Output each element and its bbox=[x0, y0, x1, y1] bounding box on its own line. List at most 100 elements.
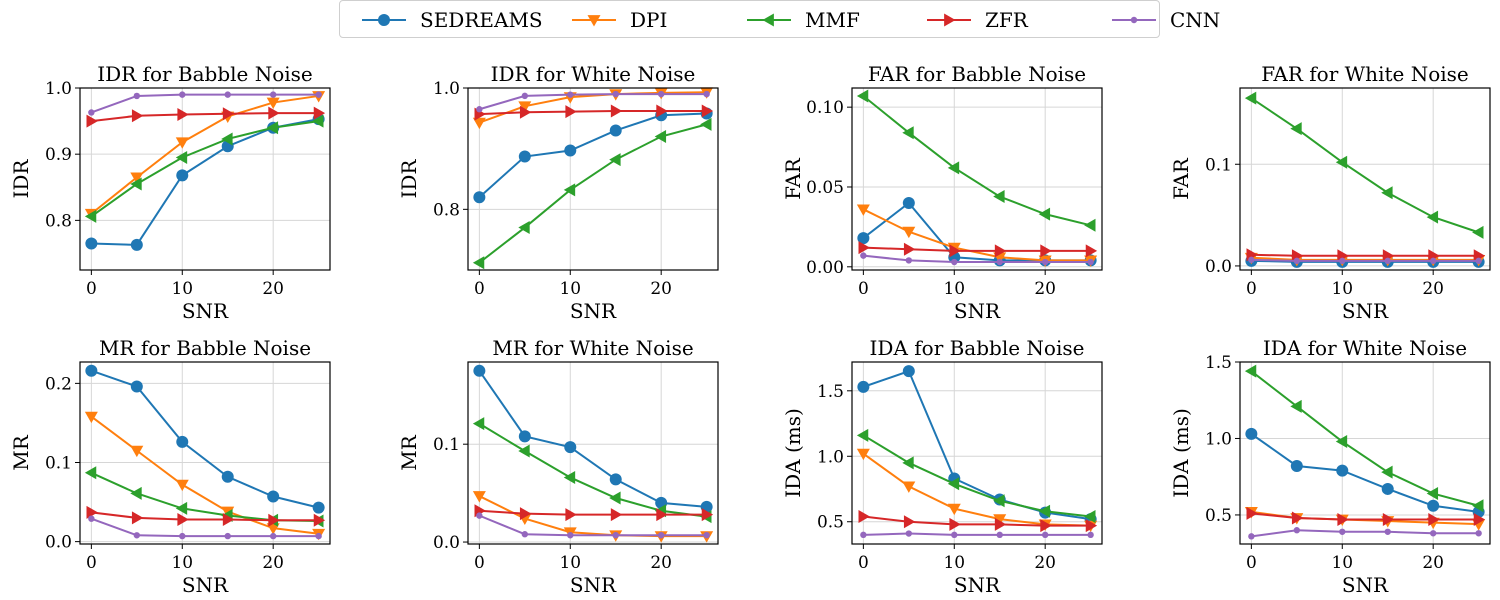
series-line bbox=[91, 511, 319, 522]
series-line bbox=[478, 123, 707, 264]
x-tick-label: 20 bbox=[1034, 279, 1056, 299]
data-point bbox=[1244, 91, 1257, 105]
data-point bbox=[1429, 530, 1437, 537]
y-tick-label: 0.9 bbox=[45, 145, 72, 165]
data-point bbox=[472, 117, 486, 130]
subplot-title: FAR for Babble Noise bbox=[868, 62, 1086, 86]
legend-marker bbox=[587, 15, 601, 27]
data-point bbox=[86, 505, 98, 519]
legend-marker bbox=[944, 13, 956, 27]
data-point bbox=[1335, 155, 1348, 169]
x-tick-label: 10 bbox=[559, 553, 581, 573]
data-point bbox=[1084, 218, 1096, 232]
data-point bbox=[519, 507, 532, 521]
y-tick-label: 0.5 bbox=[817, 513, 844, 533]
series-line bbox=[862, 452, 1091, 527]
data-point bbox=[1475, 530, 1482, 537]
data-point bbox=[1084, 510, 1096, 524]
legend: SEDREAMS DPI MMF ZFR CNN bbox=[339, 0, 1220, 39]
data-point bbox=[1244, 364, 1257, 378]
x-tick-label: 10 bbox=[1331, 553, 1353, 573]
data-point bbox=[269, 91, 277, 98]
y-axis-label: IDA (ms) bbox=[781, 408, 805, 498]
data-point bbox=[88, 515, 95, 522]
series-line bbox=[1251, 512, 1479, 521]
axes-frame bbox=[1239, 87, 1491, 271]
data-point bbox=[518, 444, 530, 458]
data-point bbox=[1472, 499, 1484, 513]
data-point bbox=[947, 477, 960, 491]
data-point bbox=[993, 514, 1007, 526]
y-tick-label: 1.0 bbox=[817, 447, 844, 467]
data-point bbox=[84, 209, 97, 223]
data-point bbox=[994, 517, 1007, 531]
data-point bbox=[1293, 527, 1301, 534]
data-point bbox=[313, 106, 326, 120]
x-tick-label: 10 bbox=[943, 279, 965, 299]
data-point bbox=[1427, 499, 1440, 512]
subplot: 0 10 20 0.8 0.9 1.0 IDR for Babble Noise SNR IDR bbox=[9, 62, 331, 323]
data-point bbox=[1382, 513, 1395, 527]
data-point bbox=[902, 365, 915, 378]
data-point bbox=[130, 172, 144, 184]
data-point bbox=[609, 491, 621, 505]
data-point bbox=[266, 97, 280, 110]
y-tick-label: 0.05 bbox=[806, 178, 844, 198]
data-point bbox=[610, 104, 623, 118]
legend-item: SEDREAMS bbox=[360, 1, 543, 39]
data-point bbox=[1245, 427, 1258, 440]
axes-frame bbox=[851, 87, 1103, 271]
y-tick-label: 0.1 bbox=[45, 453, 72, 473]
subplot-title: IDA for Babble Noise bbox=[870, 336, 1085, 360]
legend-item: CNN bbox=[1110, 1, 1220, 39]
data-point bbox=[996, 531, 1003, 539]
data-point bbox=[130, 486, 142, 500]
series-line bbox=[478, 370, 707, 508]
y-tick-label: 1.0 bbox=[1205, 429, 1232, 449]
y-tick-label: 1.0 bbox=[433, 79, 460, 99]
data-point bbox=[609, 473, 622, 486]
subplot-title: MR for White Noise bbox=[492, 336, 693, 360]
data-point bbox=[563, 183, 576, 197]
data-point bbox=[1290, 122, 1302, 136]
data-point bbox=[703, 531, 710, 539]
x-axis-label: SNR bbox=[954, 299, 1001, 323]
subplot-title: IDR for Babble Noise bbox=[97, 62, 313, 86]
data-point bbox=[1337, 513, 1349, 527]
data-point bbox=[902, 226, 916, 239]
series-line bbox=[90, 94, 319, 215]
data-point bbox=[564, 144, 577, 157]
data-point bbox=[996, 258, 1003, 266]
x-tick-label: 10 bbox=[943, 553, 965, 573]
data-point bbox=[521, 92, 529, 100]
data-point bbox=[133, 532, 141, 539]
y-tick-label: 0.0 bbox=[1205, 257, 1232, 277]
subplot: 0 10 20 0.0 0.1 MR for White Noise SNR MR bbox=[397, 336, 719, 597]
legend-swatch bbox=[362, 14, 406, 26]
data-point bbox=[656, 508, 668, 522]
y-tick-label: 0.8 bbox=[433, 200, 460, 220]
data-point bbox=[222, 512, 235, 526]
data-point bbox=[994, 244, 1007, 258]
series-line bbox=[862, 95, 1091, 227]
data-point bbox=[947, 161, 960, 175]
data-point bbox=[565, 508, 577, 522]
y-axis-label: FAR bbox=[781, 157, 805, 200]
data-point bbox=[179, 532, 186, 540]
x-tick-label: 20 bbox=[262, 553, 284, 573]
data-point bbox=[312, 114, 324, 128]
subplot: 0 10 20 0.0 0.1 0.2 MR for Babble Noise SNR MR bbox=[9, 336, 331, 597]
x-axis-label: SNR bbox=[1342, 299, 1389, 323]
y-tick-label: 0.5 bbox=[1205, 506, 1232, 526]
series-line bbox=[479, 509, 707, 516]
legend-label: SEDREAMS bbox=[420, 8, 543, 32]
data-point bbox=[951, 531, 958, 539]
series-line bbox=[90, 415, 319, 535]
y-tick-label: 0.8 bbox=[45, 211, 72, 231]
subplot: 0 10 20 0.5 1.0 1.5 IDA for White Noise SNR IDA … bbox=[1169, 336, 1491, 597]
legend-swatch bbox=[1112, 16, 1156, 24]
data-point bbox=[609, 153, 621, 167]
data-point bbox=[857, 380, 870, 393]
x-tick-label: 0 bbox=[474, 279, 485, 299]
data-point bbox=[1085, 519, 1098, 533]
